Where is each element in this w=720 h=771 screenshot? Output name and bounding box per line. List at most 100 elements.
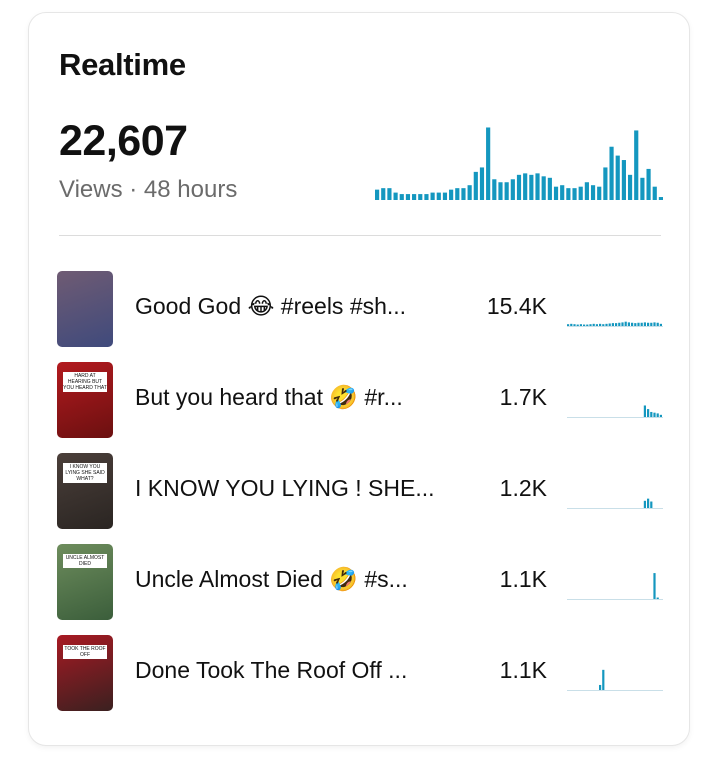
spark-bar [643, 500, 646, 508]
spark-bar [650, 411, 653, 417]
spark-bar [467, 185, 472, 200]
spark-bar [579, 324, 582, 326]
spark-bar [640, 177, 645, 200]
video-sparkline [567, 498, 663, 509]
spark-bar [375, 189, 380, 200]
spark-bar [486, 127, 491, 200]
spark-bar [653, 573, 656, 599]
spark-bar [611, 323, 614, 326]
divider [59, 235, 661, 236]
spark-bar [567, 324, 570, 326]
spark-bar [455, 188, 460, 200]
spark-bar [659, 414, 662, 417]
spark-bar [418, 194, 423, 200]
video-thumbnail[interactable]: I KNOW YOU LYING SHE SAID WHAT? [57, 453, 113, 529]
spark-bar [592, 323, 595, 326]
spark-bar [647, 409, 650, 417]
video-title[interactable]: But you heard that 🤣 #r... [135, 384, 403, 410]
spark-bar [621, 160, 626, 200]
spark-bar [412, 194, 417, 200]
total-subtitle: Views · 48 hours [59, 176, 238, 203]
spark-bar [547, 177, 552, 200]
video-thumbnail[interactable]: UNCLE ALMOST DIED [57, 544, 113, 620]
video-sparkline [567, 573, 663, 600]
video-thumbnail[interactable] [57, 271, 113, 347]
spark-bar [498, 182, 503, 200]
spark-baseline [567, 417, 663, 418]
spark-bar [658, 197, 663, 200]
spark-bar [609, 146, 614, 200]
spark-bar [572, 188, 577, 200]
spark-baseline [567, 599, 663, 600]
video-title[interactable]: Good God 😂 #reels #sh... [135, 293, 407, 319]
views-sparkline [375, 127, 663, 200]
video-title[interactable]: Uncle Almost Died 🤣 #s... [135, 566, 408, 592]
spark-bar [602, 324, 605, 326]
spark-bar [424, 194, 429, 200]
spark-bar [634, 130, 639, 200]
spark-bar [627, 322, 630, 326]
spark-bar [597, 186, 602, 200]
spark-bar [608, 323, 611, 326]
video-row[interactable]: Good God 😂 #reels #sh... 15.4K [29, 271, 689, 349]
video-sparkline [567, 405, 663, 418]
video-views: 1.1K [499, 657, 547, 683]
spark-bar [516, 174, 522, 200]
spark-bar [653, 412, 656, 417]
video-sparkline [567, 321, 663, 327]
video-views: 1.2K [499, 475, 547, 501]
spark-bar [583, 324, 586, 326]
spark-bar [510, 179, 515, 200]
video-views: 15.4K [486, 293, 547, 319]
spark-bar [650, 322, 653, 326]
video-views: 1.1K [499, 566, 547, 592]
total-views: 22,607 [59, 117, 188, 165]
spark-bar [573, 324, 576, 326]
spark-bar [541, 176, 546, 200]
spark-bar [442, 192, 448, 200]
spark-bar [576, 324, 579, 326]
spark-bar [479, 167, 485, 200]
spark-bar [647, 498, 650, 508]
video-title[interactable]: Done Took The Roof Off ... [135, 657, 408, 683]
spark-bar [615, 155, 620, 200]
video-row[interactable]: TOOK THE ROOF OFF Done Took The Roof Off … [29, 635, 689, 713]
spark-bar [405, 194, 411, 200]
realtime-card: Realtime 22,607 Views · 48 hours Good Go… [28, 12, 690, 746]
thumbnail-caption: UNCLE ALMOST DIED [63, 554, 107, 568]
spark-bar [656, 413, 659, 417]
spark-bar [399, 194, 404, 200]
spark-bar [387, 188, 392, 200]
spark-bar [523, 173, 528, 200]
spark-bar [627, 174, 633, 200]
video-sparkline [567, 669, 663, 691]
video-row[interactable]: I KNOW YOU LYING SHE SAID WHAT? I KNOW YO… [29, 453, 689, 531]
spark-bar [618, 322, 621, 326]
spark-bar [602, 669, 605, 690]
spark-bar [634, 323, 637, 326]
thumbnail-caption: TOOK THE ROOF OFF [63, 645, 107, 659]
spark-bar [560, 185, 565, 200]
spark-baseline [567, 690, 663, 691]
spark-bar [653, 322, 656, 326]
spark-bar [646, 168, 651, 200]
spark-bar [656, 597, 659, 599]
spark-bar [631, 322, 634, 326]
spark-bar [656, 322, 659, 326]
spark-bar [492, 179, 497, 200]
spark-bar [473, 171, 478, 200]
spark-bar [529, 174, 534, 200]
spark-bar [393, 192, 398, 200]
video-title[interactable]: I KNOW YOU LYING ! SHE... [135, 475, 435, 501]
spark-bar [640, 322, 643, 326]
video-thumbnail[interactable]: HARD AT HEARING BUT YOU HEARD THAT [57, 362, 113, 438]
video-thumbnail[interactable]: TOOK THE ROOF OFF [57, 635, 113, 711]
spark-baseline [567, 508, 663, 509]
spark-bar [605, 323, 608, 326]
spark-bar [647, 322, 650, 326]
spark-bar [584, 182, 589, 200]
spark-bar [570, 323, 573, 326]
spark-bar [643, 405, 646, 417]
video-row[interactable]: UNCLE ALMOST DIED Uncle Almost Died 🤣 #s.… [29, 544, 689, 622]
video-row[interactable]: HARD AT HEARING BUT YOU HEARD THAT But yo… [29, 362, 689, 440]
